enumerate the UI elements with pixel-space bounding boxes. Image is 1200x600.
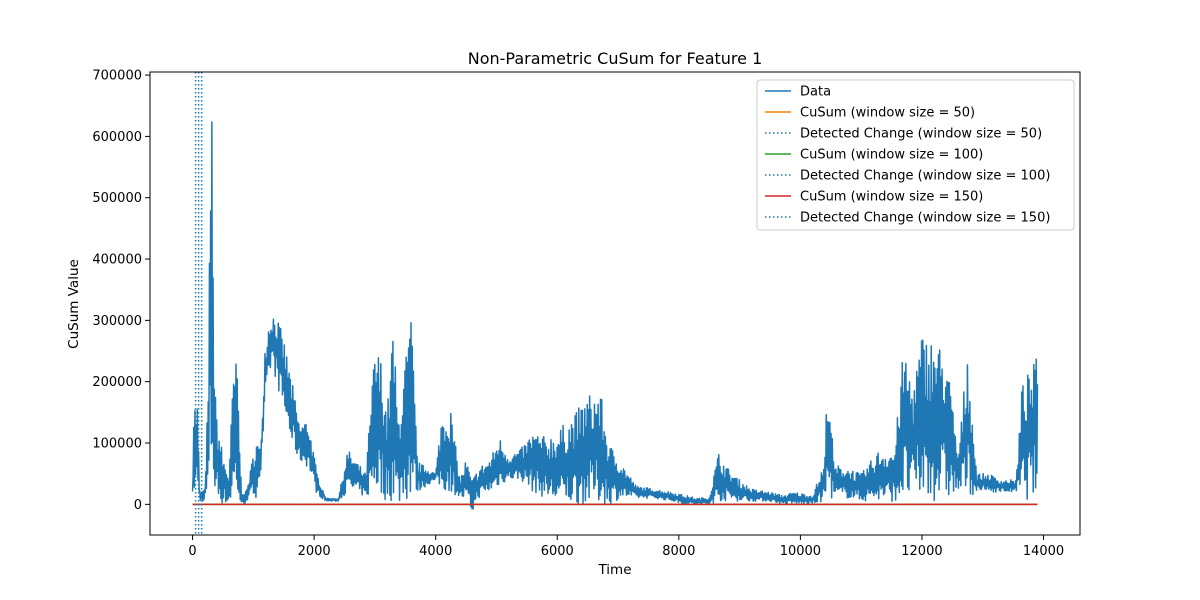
- plot-frame: [149, 71, 1081, 536]
- y-tick-label: 700000: [92, 69, 142, 84]
- legend-label: CuSum (window size = 150): [800, 190, 983, 205]
- x-tick-label: 6000: [541, 544, 574, 559]
- legend-label: Detected Change (window size = 150): [800, 211, 1050, 226]
- data-layer: [191, 121, 1039, 510]
- legend-label: Data: [800, 85, 831, 100]
- x-tick-label: 10000: [780, 544, 821, 559]
- legend: Data CuSum (window size = 50) Detected Cha…: [756, 79, 1075, 231]
- legend-label: CuSum (window size = 50): [800, 106, 975, 121]
- x-tick-label: 8000: [662, 544, 695, 559]
- x-tick-label: 14000: [1023, 544, 1064, 559]
- detected-change-layer: [194, 72, 203, 535]
- x-tick-label: 12000: [901, 544, 942, 559]
- x-axis-label: Time: [597, 562, 631, 578]
- data-series-line: [191, 121, 1039, 510]
- x-tick-label: 2000: [298, 544, 331, 559]
- y-tick-label: 500000: [92, 191, 142, 206]
- legend-label: CuSum (window size = 100): [800, 148, 983, 163]
- y-tick-label: 0: [134, 498, 142, 513]
- y-tick-label: 200000: [92, 375, 142, 390]
- x-tick-label: 4000: [419, 544, 452, 559]
- y-tick-label: 600000: [92, 130, 142, 145]
- y-tick-label: 100000: [92, 437, 142, 452]
- chart-title: Non-Parametric CuSum for Feature 1: [468, 49, 763, 68]
- y-axis-label: CuSum Value: [66, 259, 82, 349]
- x-axis: 0 2000 4000 6000 8000 10000 12000 14000: [188, 535, 1064, 559]
- y-tick-label: 400000: [92, 253, 142, 268]
- legend-label: Detected Change (window size = 100): [800, 169, 1050, 184]
- x-tick-label: 0: [188, 544, 196, 559]
- legend-box: [756, 79, 1075, 231]
- y-axis: 0 100000 200000 300000 400000 500000 600000 700…: [92, 69, 150, 513]
- y-tick-label: 300000: [92, 314, 142, 329]
- legend-label: Detected Change (window size = 50): [800, 127, 1042, 142]
